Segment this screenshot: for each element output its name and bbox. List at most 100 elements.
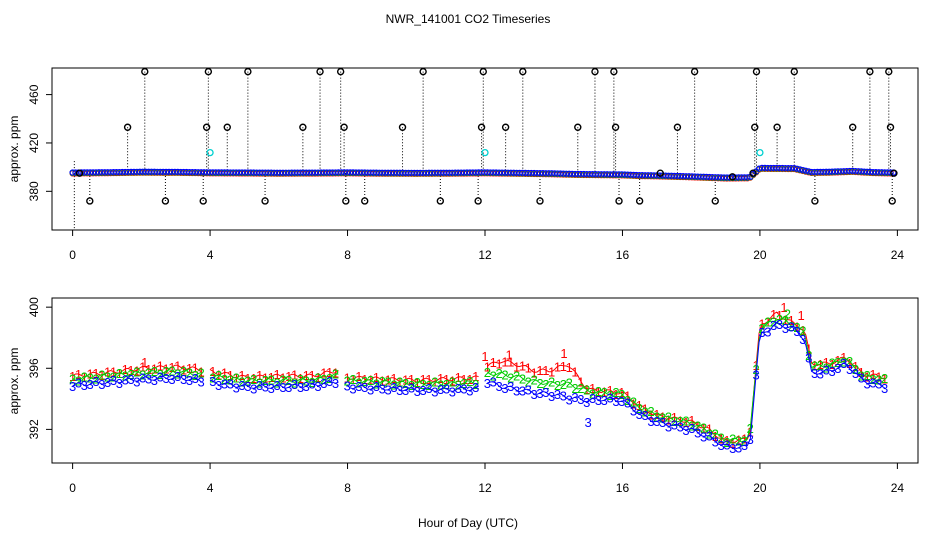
series-marker-2: 2	[490, 369, 497, 384]
baseline-point	[568, 170, 576, 178]
baseline-point	[288, 169, 295, 176]
series-marker-2: 2	[566, 375, 573, 390]
baseline-point	[487, 169, 494, 176]
baseline-point	[545, 170, 552, 177]
series-marker-3: 3	[449, 384, 456, 399]
series-marker-2: 2	[75, 373, 82, 388]
series-marker-3: 3	[852, 366, 859, 381]
series-marker-1: 1	[647, 407, 654, 422]
series-marker-1: 1	[490, 355, 497, 370]
series-marker-2: 2	[840, 354, 847, 369]
outlier-point	[656, 169, 664, 177]
baseline-point	[484, 169, 491, 176]
baseline-point	[262, 169, 269, 176]
series-marker-2: 2	[320, 372, 327, 387]
series-marker-1: 1	[671, 410, 678, 425]
series-marker-3: 3	[127, 372, 134, 387]
series-marker-1: 1	[174, 358, 181, 373]
series-marker-1: 1	[268, 370, 275, 385]
outlier-point	[123, 123, 132, 131]
baseline-point	[122, 168, 129, 176]
baseline-point	[776, 164, 783, 172]
series-marker-1: 1	[875, 369, 882, 384]
series-marker-1: 1	[285, 369, 292, 384]
series-marker-1: 1	[519, 359, 526, 374]
series-marker-1: 1	[297, 371, 304, 386]
series-marker-2: 2	[601, 385, 608, 400]
series-marker-1: 1	[595, 385, 602, 400]
series-marker-3: 3	[227, 377, 234, 392]
outlier-point	[574, 123, 582, 131]
series-marker-2: 2	[554, 378, 561, 393]
baseline-point	[379, 169, 386, 176]
series-marker-1: 1	[186, 361, 193, 376]
series-marker-3: 3	[881, 381, 888, 396]
baseline-point	[323, 169, 330, 176]
series-marker-3: 3	[303, 379, 310, 394]
series-line-3	[72, 321, 885, 450]
series-marker-3: 3	[560, 389, 567, 404]
baseline-point	[238, 169, 246, 176]
series-marker-2: 2	[168, 364, 175, 379]
series-marker-2: 2	[420, 377, 427, 392]
baseline-point	[349, 169, 357, 176]
baseline-point	[303, 169, 310, 176]
baseline-point	[595, 171, 602, 178]
series-marker-3: 3	[717, 438, 724, 453]
baseline-point	[227, 169, 234, 176]
series-marker-3: 3	[484, 376, 491, 391]
baseline-point	[279, 169, 287, 176]
baseline-point	[709, 173, 716, 181]
baseline-point	[326, 169, 333, 176]
series-marker-3: 3	[542, 385, 549, 400]
series-marker-2: 2	[852, 362, 859, 377]
series-marker-2: 2	[583, 382, 590, 397]
series-marker-3: 3	[209, 374, 216, 389]
baseline-point	[682, 173, 690, 180]
series-marker-1: 1	[507, 354, 514, 369]
series-marker-2: 2	[595, 384, 602, 399]
baseline-point	[601, 171, 608, 178]
x-tick-label: 12	[478, 248, 492, 262]
outlier-point	[336, 67, 345, 76]
series-marker-2: 2	[589, 386, 596, 401]
outlier-point-cyan	[756, 148, 764, 157]
baseline-point	[554, 170, 561, 177]
series-marker-2: 2	[116, 366, 123, 381]
series-marker-1: 1	[145, 362, 152, 377]
outlier-point	[849, 123, 857, 131]
x-tick-label: 12	[478, 481, 492, 495]
baseline-point	[831, 168, 839, 175]
baseline-point	[98, 169, 105, 176]
series-marker-2: 2	[624, 393, 631, 408]
x-tick-label: 8	[344, 248, 351, 262]
series-marker-3: 3	[624, 396, 631, 411]
series-marker-2: 2	[250, 372, 257, 387]
series-marker-3: 3	[268, 381, 275, 396]
series-marker-1: 1	[449, 373, 456, 388]
baseline-point	[393, 169, 401, 176]
baseline-point	[157, 168, 164, 176]
series-marker-3: 3	[309, 376, 316, 391]
baseline-point	[358, 169, 365, 176]
series-marker-3: 3	[700, 429, 707, 444]
baseline-point	[154, 168, 161, 175]
series-marker-2: 2	[577, 381, 584, 396]
series-marker-3: 3	[501, 381, 508, 396]
series-marker-1: 1	[688, 413, 695, 428]
baseline-point	[168, 168, 176, 176]
series-marker-1: 1	[741, 431, 748, 446]
series-marker-2: 2	[361, 374, 368, 389]
baseline-point	[788, 164, 795, 172]
baseline-point	[495, 169, 503, 176]
y-tick-label: 420	[27, 133, 41, 153]
series-marker-3: 3	[531, 387, 538, 402]
series-marker-2: 2	[881, 371, 888, 386]
series-marker-3: 3	[349, 382, 356, 397]
baseline-point	[399, 169, 406, 176]
series-marker-1: 1	[665, 412, 672, 427]
series-marker-3: 3	[601, 393, 608, 408]
series-marker-3: 3	[262, 380, 269, 395]
baseline-point	[609, 171, 617, 178]
